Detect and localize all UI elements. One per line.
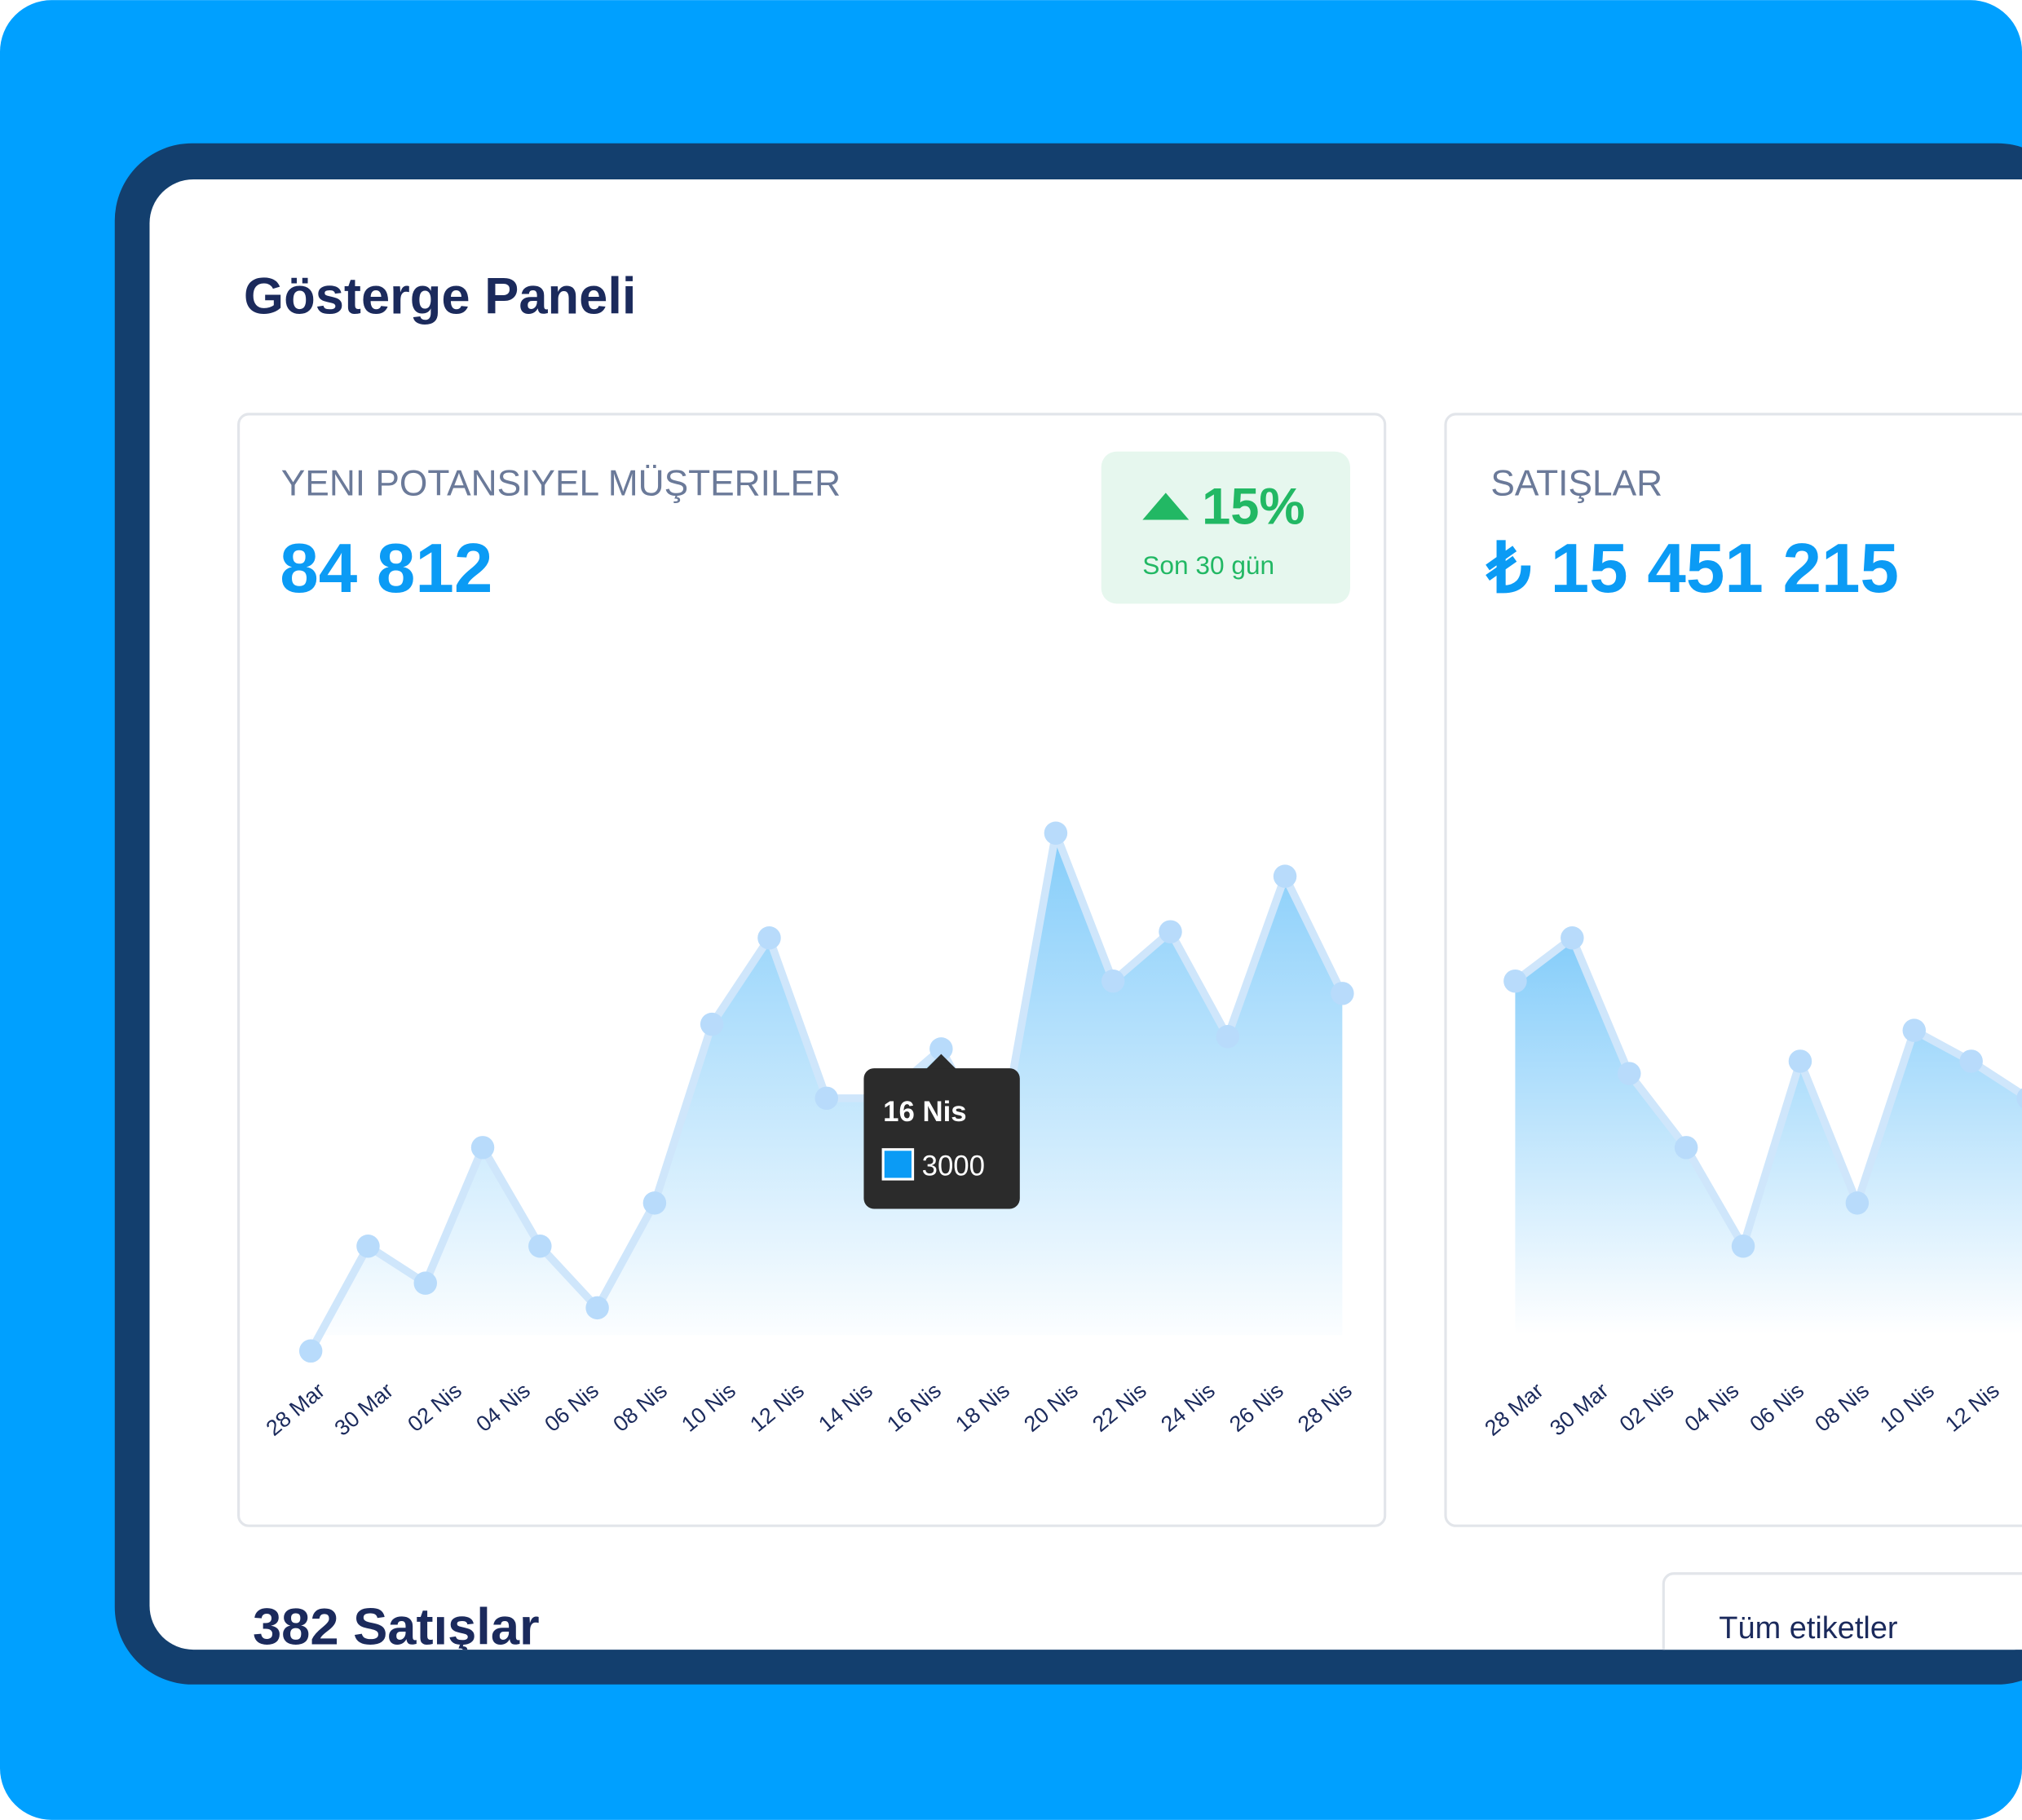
point (356, 1235, 380, 1258)
point (1618, 1062, 1641, 1085)
charts: 28 Mar 30 Mar 02 Nis 04 Nis 06 Nis 08 Nis 10 N… (262, 821, 2022, 1441)
point (757, 926, 781, 950)
tag-filter-label[interactable]: Tüm etiketler (1719, 1611, 1897, 1646)
point (1101, 969, 1125, 993)
tooltip-box (863, 1068, 1020, 1209)
change-value: 15% (1202, 478, 1305, 535)
tooltip: 16 Nis 3000 (863, 1054, 1020, 1209)
point (585, 1296, 609, 1320)
point (528, 1235, 552, 1258)
page-title: Gösterge Paneli (244, 267, 637, 325)
up-arrow (1142, 493, 1190, 520)
tooltip-notch (925, 1054, 957, 1070)
dashboard: Gösterge Paneli YENI POTANSIYEL MÜŞTERIL… (237, 267, 2022, 1690)
point (298, 1339, 323, 1363)
card-title: YENI POTANSIYEL MÜŞTERILER (281, 464, 841, 504)
point (1044, 821, 1068, 845)
point (470, 1136, 495, 1160)
point (1159, 920, 1182, 943)
section-title: 382 Satışlar (253, 1599, 540, 1656)
card-total: 84 812 (280, 530, 492, 607)
point (1503, 969, 1527, 993)
point (642, 1191, 667, 1215)
tooltip-label: 16 Nis (883, 1097, 966, 1128)
tooltip-swatch (881, 1148, 915, 1181)
point (1902, 1018, 1927, 1042)
point (1788, 1049, 1812, 1073)
tag-filter[interactable] (1662, 1572, 2022, 1690)
point (1731, 1235, 1755, 1258)
change-badge (1101, 451, 1350, 604)
point (1845, 1191, 1870, 1215)
point (413, 1271, 437, 1295)
point (929, 1037, 953, 1061)
card-title: SATIŞLAR (1490, 464, 1662, 504)
point (1216, 1024, 1240, 1049)
point (1331, 982, 1354, 1005)
tooltip-value: 3000 (922, 1151, 985, 1182)
area (311, 833, 1343, 1351)
area (1515, 938, 2022, 1336)
line (1512, 934, 2022, 1251)
point (700, 1012, 724, 1036)
point (815, 1086, 838, 1111)
card-total: ₺ 15 451 215 (1486, 530, 1899, 607)
change-period: Son 30 gün (1142, 550, 1274, 580)
point (1959, 1049, 1983, 1073)
point (1561, 926, 1584, 950)
point (1273, 864, 1297, 888)
point (1674, 1136, 1698, 1160)
